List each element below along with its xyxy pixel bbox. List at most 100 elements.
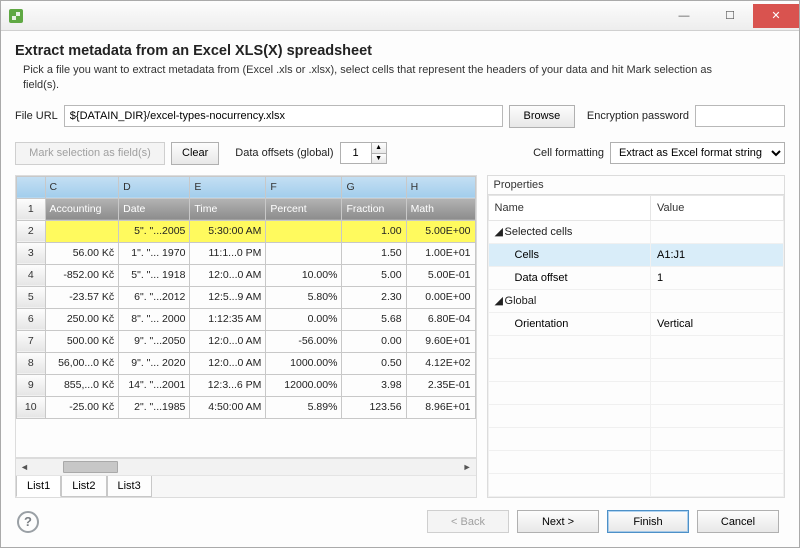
data-cell[interactable]: 2". "...1985	[119, 396, 190, 418]
data-cell[interactable]: 4:50:00 AM	[190, 396, 266, 418]
props-name-cell[interactable]: Data offset	[488, 266, 651, 289]
data-cell[interactable]: 6". "...2012	[119, 286, 190, 308]
data-cell[interactable]: 12:0...0 AM	[190, 330, 266, 352]
data-cell[interactable]: 500.00 Kč	[45, 330, 119, 352]
data-cell[interactable]: 1.00	[342, 220, 406, 242]
data-cell[interactable]: 5.80%	[266, 286, 342, 308]
field-header-cell[interactable]: Fraction	[342, 198, 406, 220]
data-cell[interactable]: 1:12:35 AM	[190, 308, 266, 330]
data-cell[interactable]: 9". "... 2020	[119, 352, 190, 374]
data-cell[interactable]: 2.30	[342, 286, 406, 308]
data-cell[interactable]: 1000.00%	[266, 352, 342, 374]
field-header-cell[interactable]: Time	[190, 198, 266, 220]
column-header[interactable]: D	[119, 176, 190, 198]
scroll-right-icon[interactable]: ►	[459, 462, 476, 472]
horizontal-scrollbar[interactable]: ◄ ►	[16, 458, 476, 475]
data-cell[interactable]: 0.50	[342, 352, 406, 374]
spinner-down-icon[interactable]: ▼	[372, 154, 386, 164]
field-header-cell[interactable]: Accounting	[45, 198, 119, 220]
data-cell[interactable]: 9". "...2050	[119, 330, 190, 352]
sheet-tab[interactable]: List3	[107, 476, 152, 497]
props-name-cell[interactable]: Orientation	[488, 312, 651, 335]
data-cell[interactable]: 14". "...2001	[119, 374, 190, 396]
data-cell[interactable]: 6.80E-04	[406, 308, 475, 330]
back-button[interactable]: < Back	[427, 510, 509, 533]
scroll-left-icon[interactable]: ◄	[16, 462, 33, 472]
data-cell[interactable]: 5". "... 1918	[119, 264, 190, 286]
cancel-button[interactable]: Cancel	[697, 510, 779, 533]
file-url-input[interactable]	[64, 105, 503, 127]
column-header[interactable]: F	[266, 176, 342, 198]
data-cell[interactable]: 5.89%	[266, 396, 342, 418]
column-header[interactable]: H	[406, 176, 475, 198]
data-cell[interactable]: 12:3...6 PM	[190, 374, 266, 396]
maximize-button[interactable]: ☐	[707, 4, 753, 28]
column-header[interactable]: C	[45, 176, 119, 198]
data-cell[interactable]: 1.50	[342, 242, 406, 264]
data-cell[interactable]: 5.00E-01	[406, 264, 475, 286]
data-cell[interactable]: 12:0...0 AM	[190, 352, 266, 374]
data-cell[interactable]: -25.00 Kč	[45, 396, 119, 418]
close-button[interactable]: ✕	[753, 4, 799, 28]
row-header[interactable]: 10	[17, 396, 46, 418]
encryption-password-input[interactable]	[695, 105, 785, 127]
field-header-cell[interactable]: Date	[119, 198, 190, 220]
column-header[interactable]: E	[190, 176, 266, 198]
field-header-cell[interactable]: Percent	[266, 198, 342, 220]
data-cell[interactable]: 1". "... 1970	[119, 242, 190, 264]
data-cell[interactable]: 1.00E+01	[406, 242, 475, 264]
props-group[interactable]: ◢Global	[488, 289, 651, 312]
column-header[interactable]: G	[342, 176, 406, 198]
browse-button[interactable]: Browse	[509, 105, 575, 128]
data-cell[interactable]: 10.00%	[266, 264, 342, 286]
data-cell[interactable]: 5:30:00 AM	[190, 220, 266, 242]
next-button[interactable]: Next >	[517, 510, 599, 533]
data-cell[interactable]: 9.60E+01	[406, 330, 475, 352]
row-header[interactable]: 4	[17, 264, 46, 286]
row-header[interactable]: 2	[17, 220, 46, 242]
data-cell[interactable]: 0.00%	[266, 308, 342, 330]
spinner-up-icon[interactable]: ▲	[372, 143, 386, 154]
data-cell[interactable]: -23.57 Kč	[45, 286, 119, 308]
row-header[interactable]: 7	[17, 330, 46, 352]
data-cell[interactable]: 12000.00%	[266, 374, 342, 396]
spreadsheet-grid[interactable]: CDEFGH 1AccountingDateTimePercentFraction…	[16, 176, 476, 458]
cell-formatting-select[interactable]: Extract as Excel format string	[610, 142, 785, 164]
props-group[interactable]: ◢Selected cells	[488, 220, 651, 243]
grid-corner[interactable]	[17, 176, 46, 198]
row-header[interactable]: 1	[17, 198, 46, 220]
sheet-tab[interactable]: List2	[61, 476, 106, 497]
data-cell[interactable]: 11:1...0 PM	[190, 242, 266, 264]
data-cell[interactable]: 5.00E+00	[406, 220, 475, 242]
data-offsets-spinner[interactable]: ▲ ▼	[340, 142, 387, 164]
row-header[interactable]: 3	[17, 242, 46, 264]
data-cell[interactable]: 8.96E+01	[406, 396, 475, 418]
data-cell[interactable]: 56,00...0 Kč	[45, 352, 119, 374]
data-cell[interactable]: 123.56	[342, 396, 406, 418]
data-cell[interactable]	[45, 220, 119, 242]
data-cell[interactable]: 0.00E+00	[406, 286, 475, 308]
row-header[interactable]: 6	[17, 308, 46, 330]
props-name-cell[interactable]: Cells	[488, 243, 651, 266]
data-cell[interactable]	[266, 242, 342, 264]
field-header-cell[interactable]: Math	[406, 198, 475, 220]
props-value-cell[interactable]: A1:J1	[651, 243, 784, 266]
props-value-header[interactable]: Value	[651, 195, 784, 220]
data-cell[interactable]: 5.68	[342, 308, 406, 330]
data-cell[interactable]: 5.00	[342, 264, 406, 286]
data-cell[interactable]: 250.00 Kč	[45, 308, 119, 330]
clear-button[interactable]: Clear	[171, 142, 219, 165]
data-cell[interactable]: 12:0...0 AM	[190, 264, 266, 286]
mark-selection-button[interactable]: Mark selection as field(s)	[15, 142, 165, 165]
scrollbar-thumb[interactable]	[63, 461, 118, 473]
finish-button[interactable]: Finish	[607, 510, 689, 533]
help-icon[interactable]: ?	[17, 511, 39, 533]
data-cell[interactable]: 8". "... 2000	[119, 308, 190, 330]
props-value-cell[interactable]: Vertical	[651, 312, 784, 335]
data-cell[interactable]: -852.00 Kč	[45, 264, 119, 286]
row-header[interactable]: 5	[17, 286, 46, 308]
row-header[interactable]: 9	[17, 374, 46, 396]
data-cell[interactable]: -56.00%	[266, 330, 342, 352]
sheet-tab[interactable]: List1	[16, 476, 61, 497]
data-cell[interactable]: 4.12E+02	[406, 352, 475, 374]
